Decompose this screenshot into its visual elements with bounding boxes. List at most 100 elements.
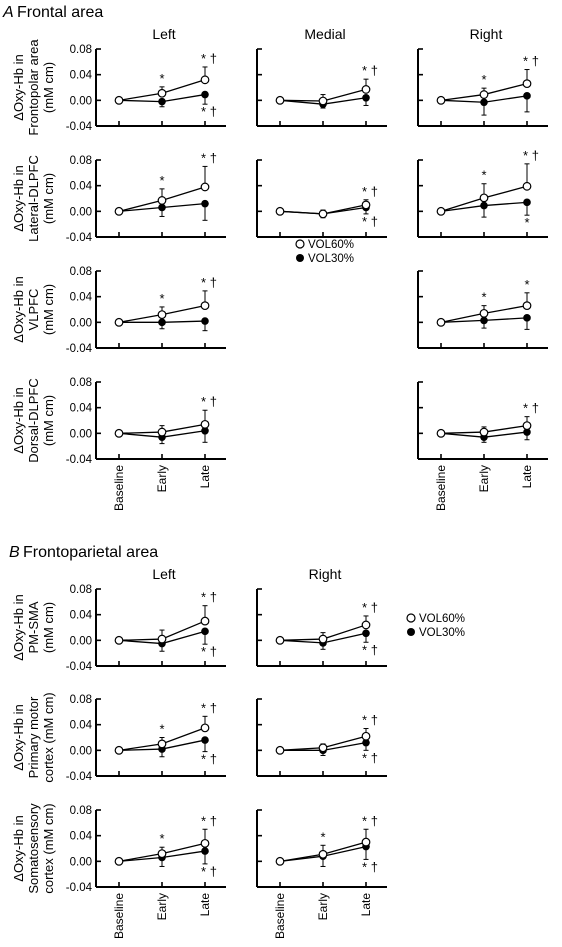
data-point-open — [361, 620, 371, 630]
x-tick-label: Early — [477, 465, 491, 492]
significance-marker: * † — [201, 394, 217, 409]
section-b-letter: B — [9, 544, 20, 561]
y-tick-label: -0.04 — [66, 454, 93, 466]
significance-marker: * † — [523, 148, 539, 163]
legend-open-marker — [406, 613, 416, 623]
column-header-b-left: Left — [152, 566, 175, 582]
y-tick-label: 0.00 — [70, 317, 92, 329]
significance-marker: * † — [362, 642, 378, 657]
x-tick-label: Early — [155, 465, 169, 492]
y-tick-label: -0.04 — [66, 882, 93, 894]
y-tick-label: 0.08 — [70, 377, 92, 389]
significance-marker: * † — [201, 813, 217, 828]
data-point-open — [200, 419, 210, 429]
significance-marker: * † — [201, 864, 217, 879]
significance-marker: * — [159, 831, 164, 846]
data-point-open — [436, 317, 446, 327]
y-axis-label-line: Dorsal-DLPFC — [26, 378, 41, 463]
y-tick-label: 0.08 — [70, 155, 92, 167]
y-tick-label: 0.08 — [70, 584, 92, 596]
y-axis-label-line: cortex (mM cm) — [41, 803, 56, 893]
x-tick-label: Early — [155, 893, 169, 920]
data-point-filled — [480, 201, 488, 210]
significance-marker: * † — [201, 150, 217, 165]
y-tick-label: 0.00 — [70, 206, 92, 218]
legend-frontal: VOL60% VOL30% — [295, 239, 354, 265]
data-point-open — [275, 635, 285, 645]
significance-marker: * † — [362, 750, 378, 765]
significance-marker: * † — [201, 700, 217, 715]
significance-marker: * † — [362, 214, 378, 229]
y-axis-label-line: ΔOxy-Hb in — [11, 594, 26, 660]
y-axis-label-line: (mM cm) — [41, 173, 56, 224]
significance-marker: * — [524, 277, 529, 292]
legend-label: VOL30% — [308, 253, 354, 265]
significance-marker: * — [481, 290, 486, 305]
y-axis-label-line: ΔOxy-Hb in — [11, 815, 26, 881]
chart-panel: 0.08 0.04 0.00 -0.04 Baseline Early Late ΔOxy-H… — [11, 803, 226, 939]
data-point-filled — [158, 318, 166, 327]
x-tick-label: Baseline — [112, 465, 126, 511]
data-point-open — [114, 428, 124, 438]
data-point-filled — [362, 93, 370, 102]
y-tick-label: 0.00 — [70, 856, 92, 868]
data-point-filled — [523, 92, 531, 100]
y-axis-label-line: ΔOxy-Hb in — [11, 54, 26, 120]
data-point-filled — [523, 428, 531, 436]
significance-marker: * † — [201, 275, 217, 290]
significance-marker: * † — [201, 104, 217, 119]
data-point-open — [114, 856, 124, 866]
data-point-filled — [523, 314, 531, 322]
data-point-open — [479, 193, 489, 203]
significance-marker: * † — [201, 590, 217, 605]
data-point-open — [275, 95, 285, 105]
data-point-open — [522, 79, 532, 89]
data-point-filled — [158, 97, 166, 106]
x-tick-label: Baseline — [112, 893, 126, 939]
data-point-filled — [201, 199, 209, 208]
significance-marker: * † — [362, 713, 378, 728]
y-axis-label: ΔOxy-Hb inFrontopolar area(mM cm) — [11, 39, 56, 136]
y-axis-label-line: Somatosensory — [26, 803, 41, 894]
y-axis-label: ΔOxy-Hb inVLPFC(mM cm) — [11, 276, 56, 342]
y-tick-label: -0.04 — [66, 232, 93, 244]
chart-panel: * † * † — [256, 698, 387, 777]
significance-marker: * — [159, 173, 164, 188]
significance-marker: * † — [362, 813, 378, 828]
data-point-open — [479, 427, 489, 437]
y-tick-label: 0.04 — [70, 610, 93, 622]
significance-marker: * † — [362, 184, 378, 199]
data-point-open — [318, 743, 328, 753]
x-tick-label: Baseline — [273, 893, 287, 939]
y-axis-label: ΔOxy-Hb inLateral-DLPFC(mM cm) — [11, 155, 56, 242]
data-point-open — [114, 635, 124, 645]
data-point-open — [361, 837, 371, 847]
data-point-filled — [523, 198, 531, 207]
data-point-filled — [201, 847, 209, 855]
chart-panel: * * † * — [417, 148, 548, 238]
data-point-open — [318, 634, 328, 644]
legend-open-marker — [295, 239, 305, 249]
y-axis-label-line: (mM cm) — [41, 62, 56, 113]
column-header-b-right: Right — [309, 566, 342, 582]
data-point-filled — [158, 203, 166, 212]
data-point-open — [522, 301, 532, 311]
data-point-open — [479, 90, 489, 99]
y-axis-label-line: ΔOxy-Hb in — [11, 704, 26, 770]
data-point-open — [318, 849, 328, 859]
significance-marker: * — [320, 829, 325, 844]
y-axis-label: ΔOxy-Hb inDorsal-DLPFC(mM cm) — [11, 378, 56, 463]
data-point-filled — [201, 736, 209, 744]
chart-panel: * * † — [417, 48, 548, 127]
section-a-letter: A — [2, 4, 14, 21]
data-point-open — [114, 317, 124, 327]
y-tick-label: 0.04 — [70, 720, 93, 732]
legend-filled-marker — [296, 254, 304, 262]
data-point-filled — [362, 629, 370, 638]
legend-frontoparietal: VOL60% VOL30% — [406, 613, 465, 639]
data-point-open — [114, 745, 124, 755]
data-point-open — [275, 856, 285, 866]
y-tick-label: 0.04 — [70, 70, 93, 82]
significance-marker: * — [481, 168, 486, 183]
data-point-filled — [201, 426, 209, 435]
